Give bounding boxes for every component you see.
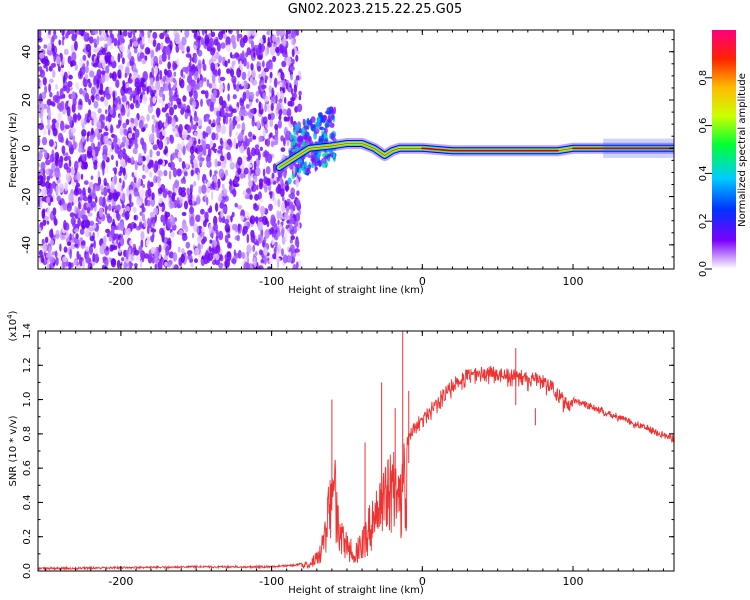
x-axis-label: Height of straight line (km) [288, 585, 424, 596]
y-axis-label: SNR (10 * v/v) [8, 415, 19, 486]
colorbar-tick-label: 0.4 [698, 165, 709, 181]
y-tick-label: 40 [20, 45, 33, 59]
snr-line [38, 366, 674, 571]
y-tick-label: 1.4 [22, 323, 33, 339]
noise-region [38, 30, 338, 269]
x-tick-label: -200 [108, 275, 133, 288]
colorbar-tick-label: 0.0 [698, 261, 709, 277]
colorbar-label: Normalized spectral amplitude [737, 73, 748, 227]
chart-title: GN02.2023.215.22.25.G05 [287, 2, 463, 17]
x-tick-label: 0 [419, 275, 426, 288]
snr-series [38, 331, 674, 571]
ridge-tail [603, 138, 674, 158]
colorbar-tick-label: 0.6 [698, 118, 709, 134]
ridge-centerline [278, 143, 674, 168]
x-tick-label: -200 [108, 575, 133, 588]
plot-background [38, 331, 674, 571]
y-multiplier-label: (x104) [6, 310, 19, 341]
colorbar: 0.0 0.2 0.4 0.6 0.8 Normalized spectral ampli… [698, 30, 748, 277]
colorbar-gradient [712, 30, 736, 269]
colorbar-tick-label: 0.2 [698, 213, 709, 229]
y-tick-label: 1.2 [22, 357, 33, 373]
y-tick-label: 0.2 [22, 529, 33, 545]
y-tick-label: 0.4 [22, 494, 33, 510]
y-tick-label: 0.6 [22, 460, 33, 476]
signal-ridge [273, 138, 674, 174]
colorbar-tick-label: 0.8 [698, 70, 709, 86]
x-tick-label: -100 [259, 275, 284, 288]
x-tick-label: 100 [563, 275, 584, 288]
y-tick-label: 0 [20, 145, 33, 152]
y-tick-label: 1.0 [22, 392, 33, 408]
y-tick-label: 20 [20, 93, 33, 107]
y-axis-label: Frequency (Hz) [8, 112, 19, 188]
x-axis-label: Height of straight line (km) [288, 285, 424, 296]
snr-plot: -200 -100 0 100 0.0 0.2 0.4 0.6 0.8 1.0 1.2 1.4 Heig… [6, 310, 675, 596]
y-tick-label: 0.0 [22, 563, 33, 579]
y-tick-label: 0.8 [22, 426, 33, 442]
x-tick-label: -100 [259, 575, 284, 588]
x-tick-label: 0 [419, 575, 426, 588]
x-tick-label: 100 [563, 575, 584, 588]
y-tick-label: -40 [20, 236, 33, 254]
plot-frame [37, 29, 675, 270]
y-tick-label: -20 [20, 188, 33, 206]
